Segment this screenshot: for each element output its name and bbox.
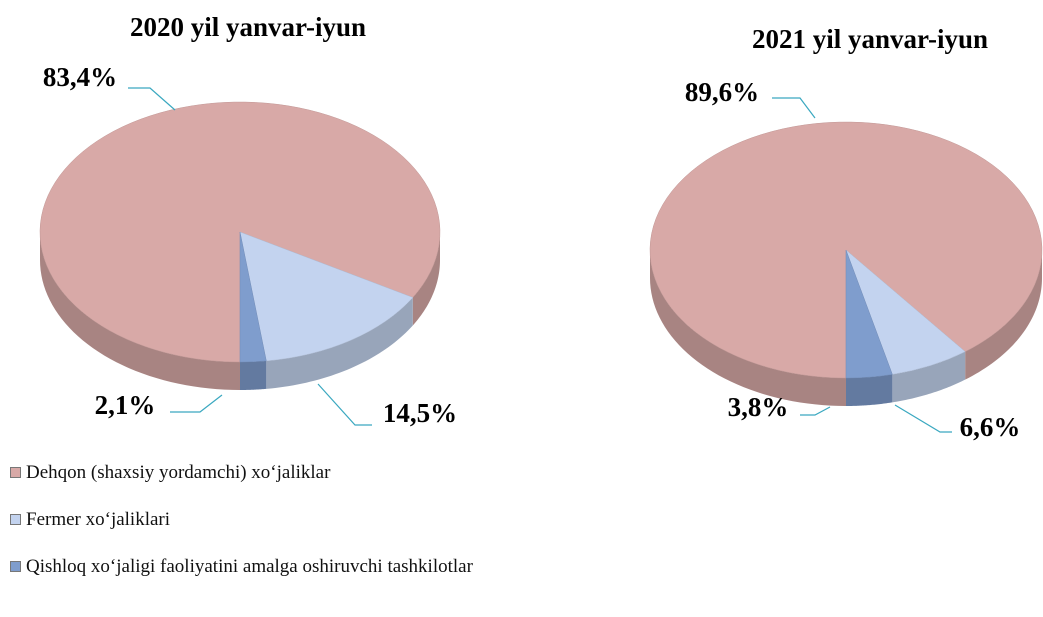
legend-item: Dehqon (shaxsiy yordamchi) xo‘jaliklar [10, 462, 480, 484]
legend-item: Fermer xo‘jaliklari [10, 509, 480, 531]
slice-side [412, 232, 440, 326]
chart-title: 2020 yil yanvar-iyun [130, 12, 366, 42]
slice [845, 249, 893, 379]
slice-side [892, 351, 966, 403]
chart-title: 2021 yil yanvar-iyun [752, 24, 988, 54]
slice [239, 231, 267, 363]
slice-side [266, 297, 413, 389]
legend-label: Fermer xo‘jaliklari [26, 509, 171, 530]
slice-side [650, 250, 846, 406]
leader-line [128, 87, 176, 111]
legend-label: Qishloq xo‘jaligi faoliyatini amalga osh… [26, 556, 473, 577]
leader-line [170, 394, 223, 413]
slice-side [40, 232, 240, 390]
data-label: 89,6% [685, 77, 759, 107]
legend-swatch [10, 514, 21, 525]
slice [39, 101, 441, 363]
legend-item: Qishloq xo‘jaligi faoliyatini amalga osh… [10, 556, 480, 578]
leader-line [894, 404, 952, 433]
slice-side [240, 360, 267, 390]
leader-line [800, 406, 831, 416]
data-label: 3,8% [728, 392, 789, 422]
data-label: 83,4% [43, 62, 117, 92]
leader-line [772, 97, 816, 119]
data-label: 6,6% [960, 412, 1021, 442]
leader-line [317, 383, 372, 426]
slice-side [965, 250, 1042, 380]
slice-side [846, 374, 893, 406]
legend-swatch [10, 467, 21, 478]
data-label: 2,1% [95, 390, 156, 420]
legend-label: Dehqon (shaxsiy yordamchi) xo‘jaliklar [26, 462, 331, 483]
legend-swatch [10, 561, 21, 572]
data-label: 14,5% [383, 398, 457, 428]
slice [239, 231, 414, 362]
